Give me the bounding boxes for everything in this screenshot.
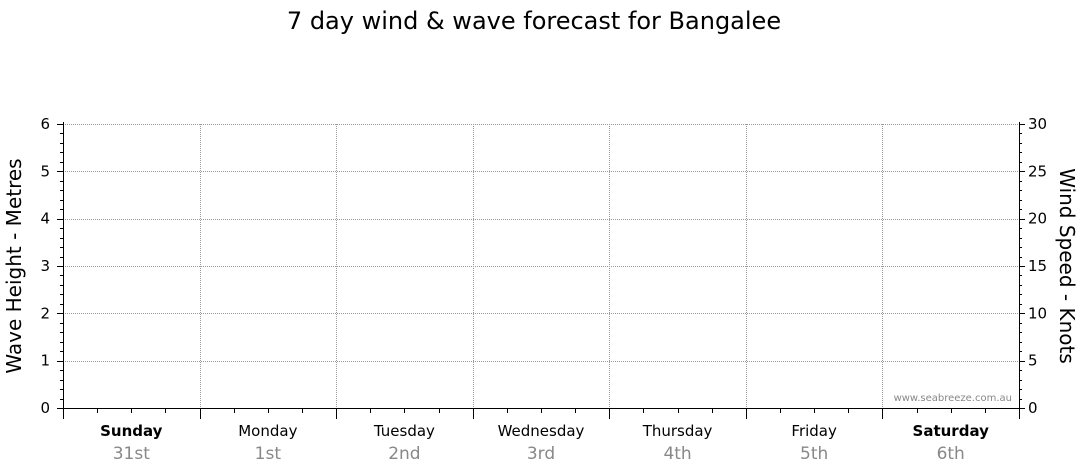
right-axis-title: Wind Speed - Knots <box>1055 168 1079 364</box>
day-label: Sunday <box>100 422 163 440</box>
date-label: 4th <box>663 444 691 464</box>
day-label: Saturday <box>913 422 990 440</box>
day-label: Wednesday <box>498 422 585 440</box>
left-tick-label: 3 <box>40 257 50 275</box>
date-label: 3rd <box>527 444 555 464</box>
left-axis-title: Wave Height - Metres <box>2 158 26 373</box>
chart-title: 7 day wind & wave forecast for Bangalee <box>287 7 781 35</box>
left-tick-label: 4 <box>40 210 50 228</box>
right-tick-label: 0 <box>1028 399 1038 417</box>
date-label: 5th <box>800 444 828 464</box>
right-tick-label: 30 <box>1028 115 1047 133</box>
date-label: 6th <box>937 444 965 464</box>
right-tick-label: 5 <box>1028 352 1038 370</box>
left-tick-label: 2 <box>40 304 50 322</box>
credit-watermark: www.seabreeze.com.au <box>894 393 1012 404</box>
axes <box>63 122 1020 419</box>
left-tick-label: 5 <box>40 162 50 180</box>
left-tick-label: 1 <box>40 352 50 370</box>
date-label: 2nd <box>388 444 420 464</box>
day-label: Monday <box>238 422 297 440</box>
right-axis-ticks: 0 5 10 15 20 25 30 <box>1019 115 1047 417</box>
date-label: 31st <box>113 444 150 464</box>
right-tick-label: 10 <box>1028 304 1047 322</box>
grid-lines <box>63 124 1019 408</box>
left-tick-label: 0 <box>40 399 50 417</box>
day-label: Tuesday <box>373 422 435 440</box>
left-axis-ticks: 0 1 2 3 4 5 6 <box>40 115 63 417</box>
day-label: Friday <box>791 422 837 440</box>
right-tick-label: 20 <box>1028 210 1047 228</box>
date-label: 1st <box>255 444 282 464</box>
day-label: Thursday <box>642 422 713 440</box>
left-tick-label: 6 <box>40 115 50 133</box>
right-tick-label: 25 <box>1028 162 1047 180</box>
right-tick-label: 15 <box>1028 257 1047 275</box>
x-axis-labels: Sunday 31st Monday 1st Tuesday 2nd Wednesday 3r… <box>100 422 989 464</box>
